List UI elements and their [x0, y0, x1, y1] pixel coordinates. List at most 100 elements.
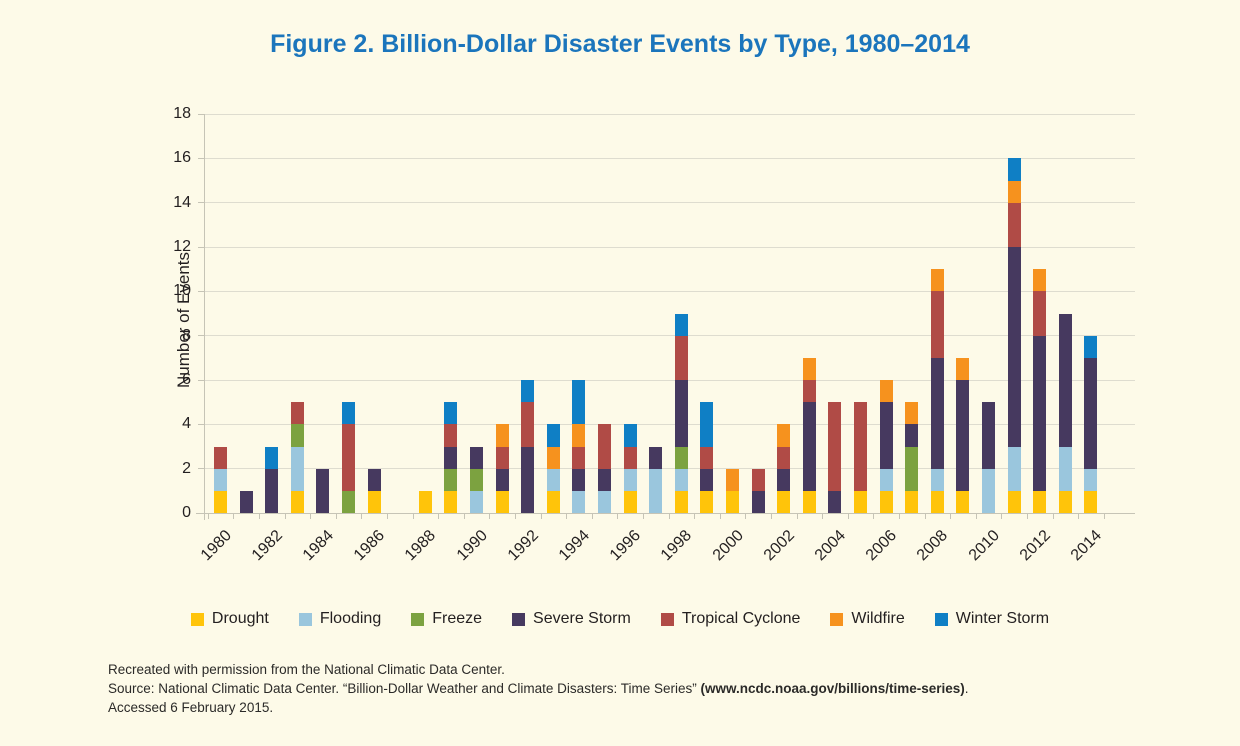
x-axis-label-1996: 1996: [606, 527, 645, 565]
y-axis-tick-label: 10: [173, 282, 191, 300]
x-axis-tick: [361, 514, 363, 519]
bar-segment-2007-freeze: [905, 446, 919, 491]
bar-segment-2014-severe-storm: [1084, 357, 1098, 469]
bar-segment-2004-tropical-cyclone: [828, 402, 842, 491]
bar-segment-1989-drought: [444, 490, 458, 513]
bar-segment-1992-severe-storm: [521, 446, 535, 513]
bar-segment-1991-wildfire: [495, 424, 509, 447]
bar-segment-2014-winter-storm: [1084, 335, 1098, 358]
bar-segment-1980-flooding: [214, 468, 227, 491]
bar-segment-2012-severe-storm: [1033, 335, 1047, 491]
bar-segment-1991-severe-storm: [495, 468, 509, 491]
bar-segment-2010-flooding: [982, 468, 995, 513]
legend-item-freeze: Freeze: [411, 610, 482, 628]
bar-segment-1995-tropical-cyclone: [598, 424, 611, 469]
footer-source-url: (www.ncdc.noaa.gov/billions/time-series): [700, 681, 965, 696]
bar-segment-2003-wildfire: [802, 357, 816, 380]
x-axis-tick: [386, 514, 388, 519]
bar-segment-1997-severe-storm: [649, 446, 663, 469]
x-axis-label-1980: 1980: [197, 527, 235, 565]
x-axis-label-2002: 2002: [760, 527, 798, 565]
bar-segment-1985-winter-storm: [342, 402, 355, 425]
x-axis-label-1998: 1998: [658, 527, 696, 565]
page-title: Figure 2. Billion-Dollar Disaster Events…: [270, 30, 970, 58]
bar-segment-1996-tropical-cyclone: [623, 446, 637, 469]
x-axis-tick: [207, 514, 209, 519]
legend-label: Drought: [211, 610, 269, 627]
x-axis-tick: [310, 514, 312, 519]
legend-item-severe-storm: Severe Storm: [512, 610, 631, 628]
bar-segment-2001-severe-storm: [751, 490, 765, 513]
x-axis-label-2008: 2008: [914, 527, 952, 565]
legend-label: Wildfire: [851, 610, 905, 627]
bar-segment-1989-tropical-cyclone: [444, 424, 458, 447]
bar-segment-2009-wildfire: [956, 357, 970, 380]
bar-segment-1998-drought: [674, 490, 688, 513]
bar-segment-1996-flooding: [623, 468, 637, 491]
bar-segment-2007-drought: [905, 490, 919, 513]
x-axis-tick: [258, 514, 260, 519]
bar-segment-2007-wildfire: [905, 402, 919, 425]
bar-segment-1998-winter-storm: [674, 313, 688, 336]
x-axis-label-1982: 1982: [248, 527, 286, 565]
x-axis-tick: [591, 514, 593, 519]
bar-segment-2005-tropical-cyclone: [854, 402, 867, 491]
bar-segment-1999-drought: [700, 490, 714, 513]
legend-swatch-drought: [190, 612, 204, 626]
legend-label: Winter Storm: [955, 610, 1050, 627]
bar-segment-2011-drought: [1007, 490, 1021, 513]
bar-segment-1993-winter-storm: [546, 424, 560, 447]
bar-segment-2011-severe-storm: [1007, 247, 1021, 447]
bar-segment-2012-drought: [1033, 490, 1047, 513]
bar-segment-1995-severe-storm: [598, 468, 611, 491]
x-axis-tick: [412, 514, 414, 519]
x-axis-tick: [847, 514, 849, 519]
footer-line-2: Source: National Climatic Data Center. “…: [108, 679, 1168, 698]
y-axis-tick-label: 14: [173, 193, 191, 211]
bar-segment-1996-drought: [623, 490, 637, 513]
gridline-4: [205, 423, 1135, 425]
x-axis-tick: [950, 514, 952, 519]
bar-segment-1991-tropical-cyclone: [495, 446, 509, 469]
x-axis-label-2014: 2014: [1067, 527, 1105, 565]
bar-segment-1994-winter-storm: [572, 380, 586, 425]
x-axis-tick: [335, 514, 337, 519]
bar-segment-1998-tropical-cyclone: [674, 335, 688, 380]
bar-segment-1995-flooding: [598, 490, 611, 513]
bar-segment-2003-tropical-cyclone: [802, 380, 816, 403]
bar-segment-2006-wildfire: [879, 380, 893, 403]
gridline-16: [205, 157, 1135, 159]
bar-segment-2002-severe-storm: [777, 468, 791, 491]
bar-segment-2001-tropical-cyclone: [751, 468, 765, 491]
y-axis-tick: [198, 113, 204, 115]
y-axis-tick: [198, 335, 204, 337]
gridline-8: [205, 335, 1135, 337]
bar-segment-2008-wildfire: [930, 269, 944, 292]
gridline-6: [205, 379, 1135, 381]
bar-segment-2002-drought: [777, 490, 791, 513]
bar-segment-1993-drought: [546, 490, 560, 513]
bar-segment-2007-severe-storm: [905, 424, 919, 447]
x-axis-tick: [975, 514, 977, 519]
x-axis-tick: [1078, 514, 1080, 519]
bar-segment-2011-winter-storm: [1007, 158, 1021, 181]
x-axis-tick: [540, 514, 542, 519]
x-axis-tick: [745, 514, 747, 519]
bar-segment-1986-drought: [367, 490, 381, 513]
x-axis-tick: [463, 514, 465, 519]
bar-segment-1998-severe-storm: [674, 380, 688, 447]
legend: Drought Flooding Freeze Severe Storm Tropica…: [0, 610, 1240, 628]
legend-swatch-severe-storm: [512, 612, 526, 626]
bar-segment-1983-tropical-cyclone: [290, 402, 304, 425]
bar-segment-2009-severe-storm: [956, 380, 970, 491]
bar-segment-1986-severe-storm: [367, 468, 381, 491]
bar-segment-1989-winter-storm: [444, 402, 458, 425]
gridline-14: [205, 202, 1135, 204]
bar-segment-2008-drought: [930, 490, 944, 513]
footer-line-3: Accessed 6 February 2015.: [108, 700, 274, 715]
x-axis-label-1988: 1988: [402, 527, 440, 565]
legend-label: Tropical Cyclone: [681, 610, 801, 627]
y-axis-tick-label: 4: [182, 415, 191, 433]
x-axis-tick: [822, 514, 824, 519]
